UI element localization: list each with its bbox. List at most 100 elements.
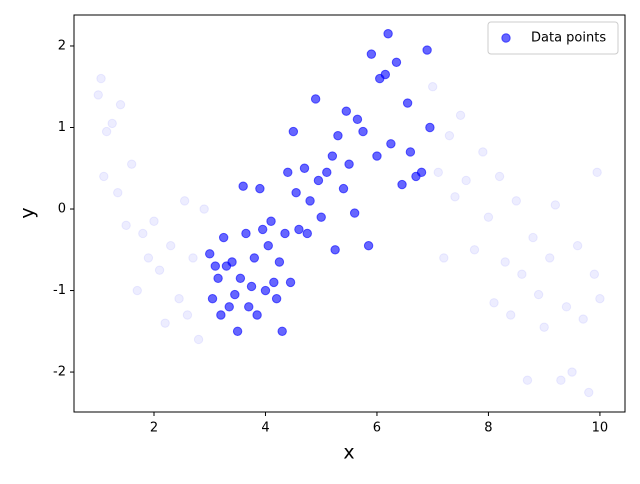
data-point [517, 269, 527, 279]
data-point [397, 179, 407, 190]
legend-label: Data points [531, 31, 606, 46]
data-point [188, 253, 198, 263]
data-point [99, 171, 109, 182]
data-point [391, 57, 402, 67]
data-point [288, 126, 299, 137]
data-point [584, 387, 594, 398]
data-point [246, 281, 257, 292]
data-point [244, 302, 254, 312]
data-point [578, 314, 588, 324]
data-point [199, 204, 209, 214]
data-point [280, 228, 290, 239]
data-point [132, 285, 142, 296]
data-point [291, 188, 301, 198]
data-point [121, 220, 131, 231]
data-point [96, 73, 106, 84]
data-point [313, 175, 324, 186]
data-point [533, 289, 544, 300]
y-tick-label: -2 [53, 365, 66, 380]
data-point [380, 69, 391, 80]
data-point [277, 326, 287, 336]
data-point [232, 326, 243, 336]
data-point [227, 257, 237, 267]
data-point [386, 139, 396, 149]
data-point [255, 183, 265, 194]
data-point [358, 126, 368, 137]
x-tick-label: 8 [484, 421, 492, 436]
data-point [213, 273, 223, 284]
x-tick-label: 4 [261, 421, 269, 436]
data-point [218, 232, 229, 243]
plot-frame [73, 14, 626, 413]
data-point [522, 375, 533, 385]
data-point [567, 367, 577, 377]
data-point [294, 224, 304, 235]
data-point [416, 167, 427, 178]
data-point [154, 265, 165, 275]
data-point [182, 310, 193, 320]
data-point [550, 200, 561, 210]
data-point [363, 241, 374, 251]
x-tick-label: 6 [373, 421, 381, 436]
data-point [366, 49, 377, 59]
y-tick-label: -1 [53, 283, 66, 298]
data-point [138, 228, 148, 239]
data-point [249, 253, 260, 263]
data-point [143, 253, 154, 263]
data-point [572, 241, 583, 251]
data-point [263, 241, 273, 251]
data-point [433, 167, 443, 178]
data-point [344, 159, 354, 169]
data-point [113, 188, 123, 198]
x-tick-label: 2 [150, 421, 158, 436]
y-axis-label: y [17, 207, 39, 218]
data-point [483, 212, 494, 222]
y-tick-label: 2 [58, 38, 66, 53]
data-point [271, 293, 282, 304]
data-point [489, 298, 499, 308]
data-point [330, 245, 340, 255]
data-point [422, 45, 432, 55]
legend-marker [501, 33, 511, 43]
data-point [322, 167, 332, 178]
data-point [341, 106, 351, 116]
data-point [166, 241, 176, 251]
data-point [107, 118, 117, 129]
x-tick-label: 10 [592, 421, 609, 436]
data-point [425, 122, 435, 133]
data-point [528, 232, 538, 243]
data-point [592, 167, 602, 178]
data-point [450, 192, 460, 202]
data-point [383, 29, 393, 39]
data-point [333, 130, 343, 141]
data-point [241, 228, 251, 239]
data-point [174, 293, 184, 304]
data-point [310, 94, 321, 104]
data-point [327, 151, 338, 161]
data-point [561, 302, 572, 312]
data-point [372, 151, 382, 161]
data-point [193, 334, 204, 345]
data-point [230, 289, 240, 300]
data-point [402, 98, 413, 108]
data-point [405, 147, 416, 157]
data-point [338, 183, 349, 194]
data-point [299, 163, 310, 173]
data-point [126, 159, 137, 169]
data-point [269, 277, 279, 288]
data-point [469, 245, 480, 255]
data-point [149, 216, 159, 226]
data-point [266, 216, 276, 226]
data-point [252, 310, 262, 320]
data-point [455, 110, 466, 120]
x-axis-label: x [343, 442, 354, 464]
data-point [283, 167, 293, 178]
data-point [101, 126, 112, 137]
data-point [260, 285, 271, 296]
data-point [285, 277, 296, 288]
data-point [444, 130, 455, 141]
data-point [556, 375, 566, 385]
data-point [235, 273, 246, 284]
data-point [115, 99, 126, 110]
